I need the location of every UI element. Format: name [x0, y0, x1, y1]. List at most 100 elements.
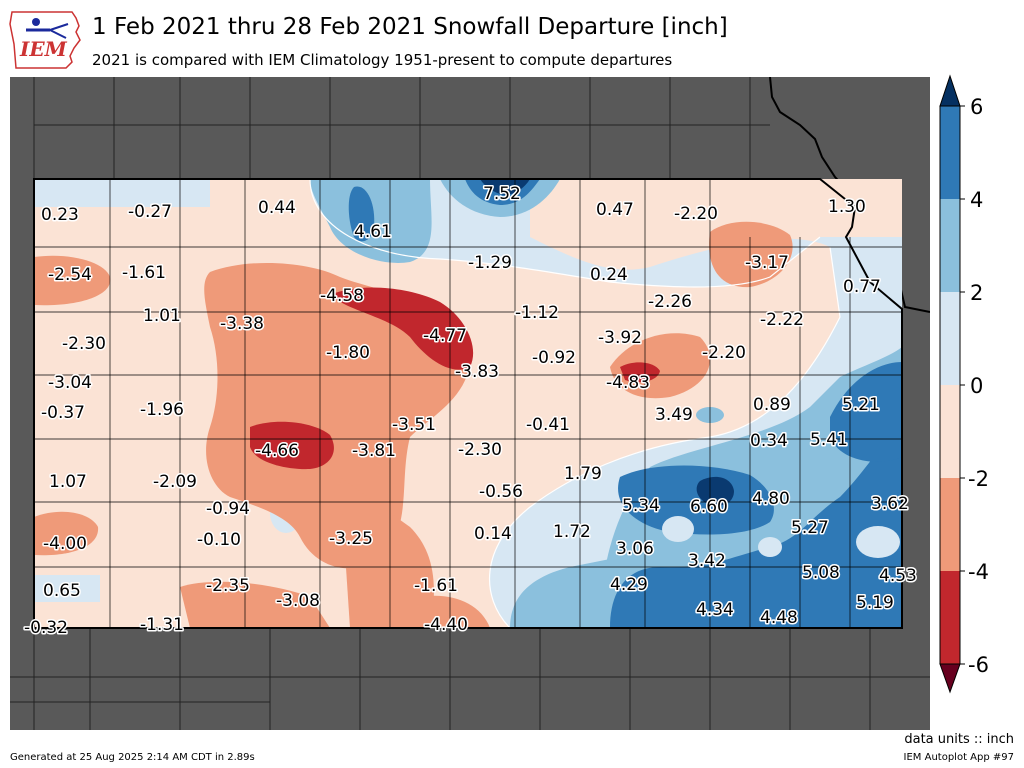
- value-label: -3.38: [220, 314, 264, 334]
- value-label: -2.09: [153, 472, 197, 492]
- value-label: -2.30: [458, 440, 502, 460]
- value-label: 3.06: [616, 539, 654, 559]
- colorbar: 6 4 2 0 -2 -4 -6: [939, 74, 989, 694]
- value-label: -1.29: [468, 253, 512, 273]
- value-label: -1.61: [122, 263, 166, 283]
- value-label: -4.77: [423, 326, 467, 346]
- value-label: 4.34: [696, 600, 734, 620]
- colorbar-tick: 0: [970, 374, 983, 398]
- value-label: 3.42: [688, 551, 726, 571]
- value-label: -3.17: [745, 253, 789, 273]
- station-labels: 0.23 -0.27 0.44 4.61 7.52 0.47 -2.20 1.3…: [23, 183, 919, 640]
- value-label: -0.56: [479, 482, 523, 502]
- colorbar-tick: 6: [970, 95, 983, 119]
- value-label: -1.31: [140, 615, 184, 635]
- colorbar-segment-4-6: [940, 106, 960, 199]
- colorbar-tick: -4: [968, 560, 989, 584]
- value-label: -0.94: [206, 499, 250, 519]
- value-label: 1.72: [553, 522, 591, 542]
- value-label: -4.40: [424, 615, 468, 635]
- value-label: -1.96: [140, 400, 184, 420]
- value-label: 4.53: [879, 566, 917, 586]
- value-label: -0.92: [532, 348, 576, 368]
- value-label: 1.01: [143, 306, 181, 326]
- value-label: 5.21: [842, 395, 880, 415]
- value-label: 0.14: [474, 524, 512, 544]
- value-label: -0.32: [24, 618, 68, 638]
- kansas-border: [33, 178, 903, 629]
- value-label: -2.20: [702, 343, 746, 363]
- value-label: -0.41: [526, 415, 570, 435]
- value-label: 0.89: [753, 395, 791, 415]
- value-label: -4.58: [320, 286, 364, 306]
- value-label: 5.34: [622, 496, 660, 516]
- value-label: -3.83: [455, 362, 499, 382]
- value-label: 4.29: [610, 575, 648, 595]
- value-label: 0.44: [258, 198, 296, 218]
- value-label: -3.92: [598, 328, 642, 348]
- value-label: 7.52: [483, 184, 521, 204]
- value-label: 1.79: [564, 464, 602, 484]
- value-label: 3.49: [655, 405, 693, 425]
- value-label: -3.25: [329, 529, 373, 549]
- value-label: -1.12: [515, 303, 559, 323]
- value-label: -1.61: [414, 576, 458, 596]
- value-label: 4.48: [760, 608, 798, 628]
- value-label: -2.35: [206, 576, 250, 596]
- value-label: -2.20: [674, 204, 718, 224]
- data-units: data units :: inch: [904, 732, 1014, 747]
- colorbar-segment-neg6-neg4: [940, 571, 960, 664]
- value-label: -2.22: [760, 310, 804, 330]
- colorbar-segment-neg2-0: [940, 385, 960, 478]
- value-label: 4.80: [752, 489, 790, 509]
- page-title: 1 Feb 2021 thru 28 Feb 2021 Snowfall Dep…: [92, 14, 728, 40]
- value-label: -0.10: [197, 530, 241, 550]
- value-label: -4.66: [255, 441, 299, 461]
- value-label: 5.27: [791, 518, 829, 538]
- iem-logo: IEM: [9, 11, 81, 69]
- value-label: 1.30: [828, 197, 866, 217]
- colorbar-tick: -2: [968, 467, 989, 491]
- colorbar-under-arrow: [939, 663, 961, 694]
- value-label: 5.41: [810, 430, 848, 450]
- colorbar-segment-2-4: [940, 199, 960, 292]
- colorbar-over-arrow: [939, 74, 961, 107]
- value-label: 6.60: [690, 497, 728, 517]
- departure-contours: [34, 179, 902, 628]
- value-label: 0.65: [43, 581, 81, 601]
- value-label: -0.27: [128, 202, 172, 222]
- colorbar-tick: 4: [970, 188, 983, 212]
- generated-timestamp: Generated at 25 Aug 2025 2:14 AM CDT in …: [10, 752, 255, 763]
- value-label: 0.23: [41, 205, 79, 225]
- colorbar-segment-0-2: [940, 292, 960, 385]
- colorbar-tick: -6: [968, 653, 989, 677]
- value-label: 0.34: [750, 431, 788, 451]
- value-label: -4.83: [606, 373, 650, 393]
- value-label: 5.08: [802, 563, 840, 583]
- value-label: 0.47: [596, 200, 634, 220]
- snowfall-departure-map: 0.23 -0.27 0.44 4.61 7.52 0.47 -2.20 1.3…: [10, 77, 930, 730]
- neighbor-borders: [10, 77, 930, 730]
- value-label: 4.61: [354, 222, 392, 242]
- value-label: -3.04: [48, 373, 92, 393]
- value-label: 0.24: [590, 265, 628, 285]
- value-label: -0.37: [41, 403, 85, 423]
- value-label: -3.81: [352, 441, 396, 461]
- colorbar-segment-neg4-neg2: [940, 478, 960, 571]
- value-label: -2.54: [48, 265, 92, 285]
- value-label: -3.51: [392, 415, 436, 435]
- value-label: 3.62: [871, 494, 909, 514]
- value-label: 0.77: [843, 277, 881, 297]
- value-label: 1.07: [49, 472, 87, 492]
- value-label: -1.80: [326, 343, 370, 363]
- colorbar-tick: 2: [970, 281, 983, 305]
- app-credit: IEM Autoplot App #97: [903, 752, 1014, 763]
- page-subtitle: 2021 is compared with IEM Climatology 19…: [92, 51, 673, 69]
- value-label: -2.26: [648, 292, 692, 312]
- value-label: 5.19: [856, 593, 894, 613]
- value-label: -4.00: [43, 534, 87, 554]
- value-label: -2.30: [62, 334, 106, 354]
- logo-text: IEM: [19, 37, 68, 61]
- value-label: -3.08: [276, 591, 320, 611]
- county-lines: [34, 179, 902, 628]
